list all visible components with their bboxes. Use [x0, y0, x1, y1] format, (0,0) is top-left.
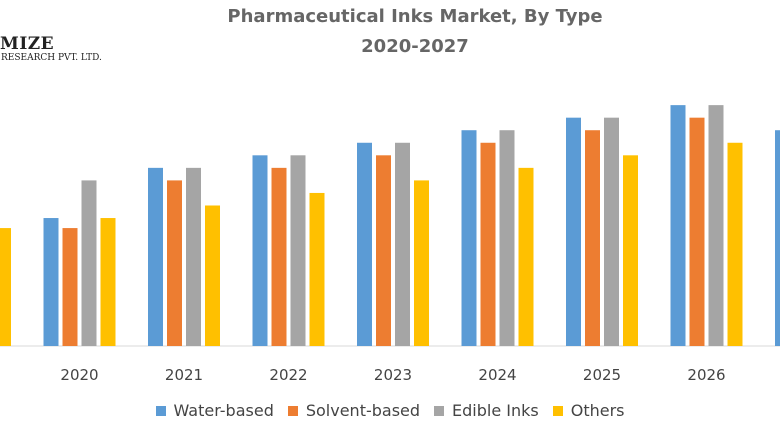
- legend-swatch-solvent-based: [287, 406, 298, 416]
- bar-others-2025: [623, 155, 638, 346]
- bar-others-2022: [309, 192, 325, 346]
- bar-edible-inks-2020: [81, 180, 97, 346]
- bar-water-based-2024: [461, 130, 477, 346]
- chart-legend: Water-based Solvent-based Edible Inks Other…: [0, 401, 780, 420]
- logo-text-line1: MIZE: [0, 34, 55, 54]
- bar-edible-inks-2026: [708, 105, 724, 346]
- bar-edible-inks-2021: [186, 167, 201, 346]
- legend-item-others: Others: [552, 401, 625, 420]
- bar-solvent-based-2020: [62, 228, 78, 346]
- legend-label-edible-inks: Edible Inks: [452, 401, 539, 420]
- company-logo: MIZE RESEARCH PVT. LTD.: [0, 36, 102, 64]
- bar-water-based-2020: [43, 218, 59, 346]
- x-tick-label-2026: 2026: [687, 366, 725, 384]
- bar-chart: 2020 2021 2022 2023 2024 2025 2026: [0, 105, 780, 384]
- legend-swatch-edible-inks: [434, 406, 445, 416]
- chart-subtitle: 2020-2027: [361, 36, 469, 57]
- legend-label-others: Others: [570, 401, 625, 420]
- bar-edible-inks-2024: [499, 130, 515, 346]
- bar-edible-inks-2022: [290, 155, 306, 346]
- bar-solvent-based-2023: [376, 155, 391, 346]
- legend-item-water-based: Water-based: [155, 401, 274, 420]
- bar-edible-inks-2025: [604, 117, 619, 346]
- x-tick-label-2023: 2023: [374, 366, 412, 384]
- x-tick-label-2021: 2021: [165, 366, 203, 384]
- bar-water-based-2025: [566, 117, 581, 346]
- x-tick-label-2022: 2022: [269, 366, 307, 384]
- bar-water-based-2022: [252, 155, 268, 346]
- logo-text-line2: RESEARCH PVT. LTD.: [1, 53, 102, 63]
- bar-solvent-based-2022: [271, 167, 287, 346]
- legend-item-edible-inks: Edible Inks: [434, 401, 539, 420]
- bar-solvent-based-2021: [167, 180, 182, 346]
- legend-swatch-water-based: [155, 406, 166, 416]
- bar-others-2023: [414, 180, 429, 346]
- bar-others-2026: [727, 142, 743, 346]
- chart-title: Pharmaceutical Inks Market, By Type: [227, 6, 603, 27]
- legend-label-solvent-based: Solvent-based: [305, 401, 421, 420]
- bar-water-based-2021: [148, 167, 163, 346]
- bar-others-edge-0: [0, 228, 11, 346]
- bar-water-based-edge-8: [775, 130, 780, 346]
- bar-solvent-based-2026: [689, 117, 705, 346]
- bar-others-2021: [205, 205, 220, 346]
- bar-solvent-based-2024: [480, 142, 496, 346]
- bar-edible-inks-2023: [395, 142, 410, 346]
- legend-item-solvent-based: Solvent-based: [287, 401, 421, 420]
- legend-swatch-others: [552, 406, 563, 416]
- bar-solvent-based-2025: [585, 130, 600, 346]
- bar-water-based-2023: [357, 142, 372, 346]
- bar-others-2024: [518, 167, 534, 346]
- x-tick-label-2020: 2020: [60, 366, 98, 384]
- bar-water-based-2026: [670, 105, 686, 346]
- x-tick-label-2024: 2024: [478, 366, 516, 384]
- legend-label-water-based: Water-based: [173, 401, 274, 420]
- x-tick-label-2025: 2025: [583, 366, 621, 384]
- bar-others-2020: [100, 218, 116, 346]
